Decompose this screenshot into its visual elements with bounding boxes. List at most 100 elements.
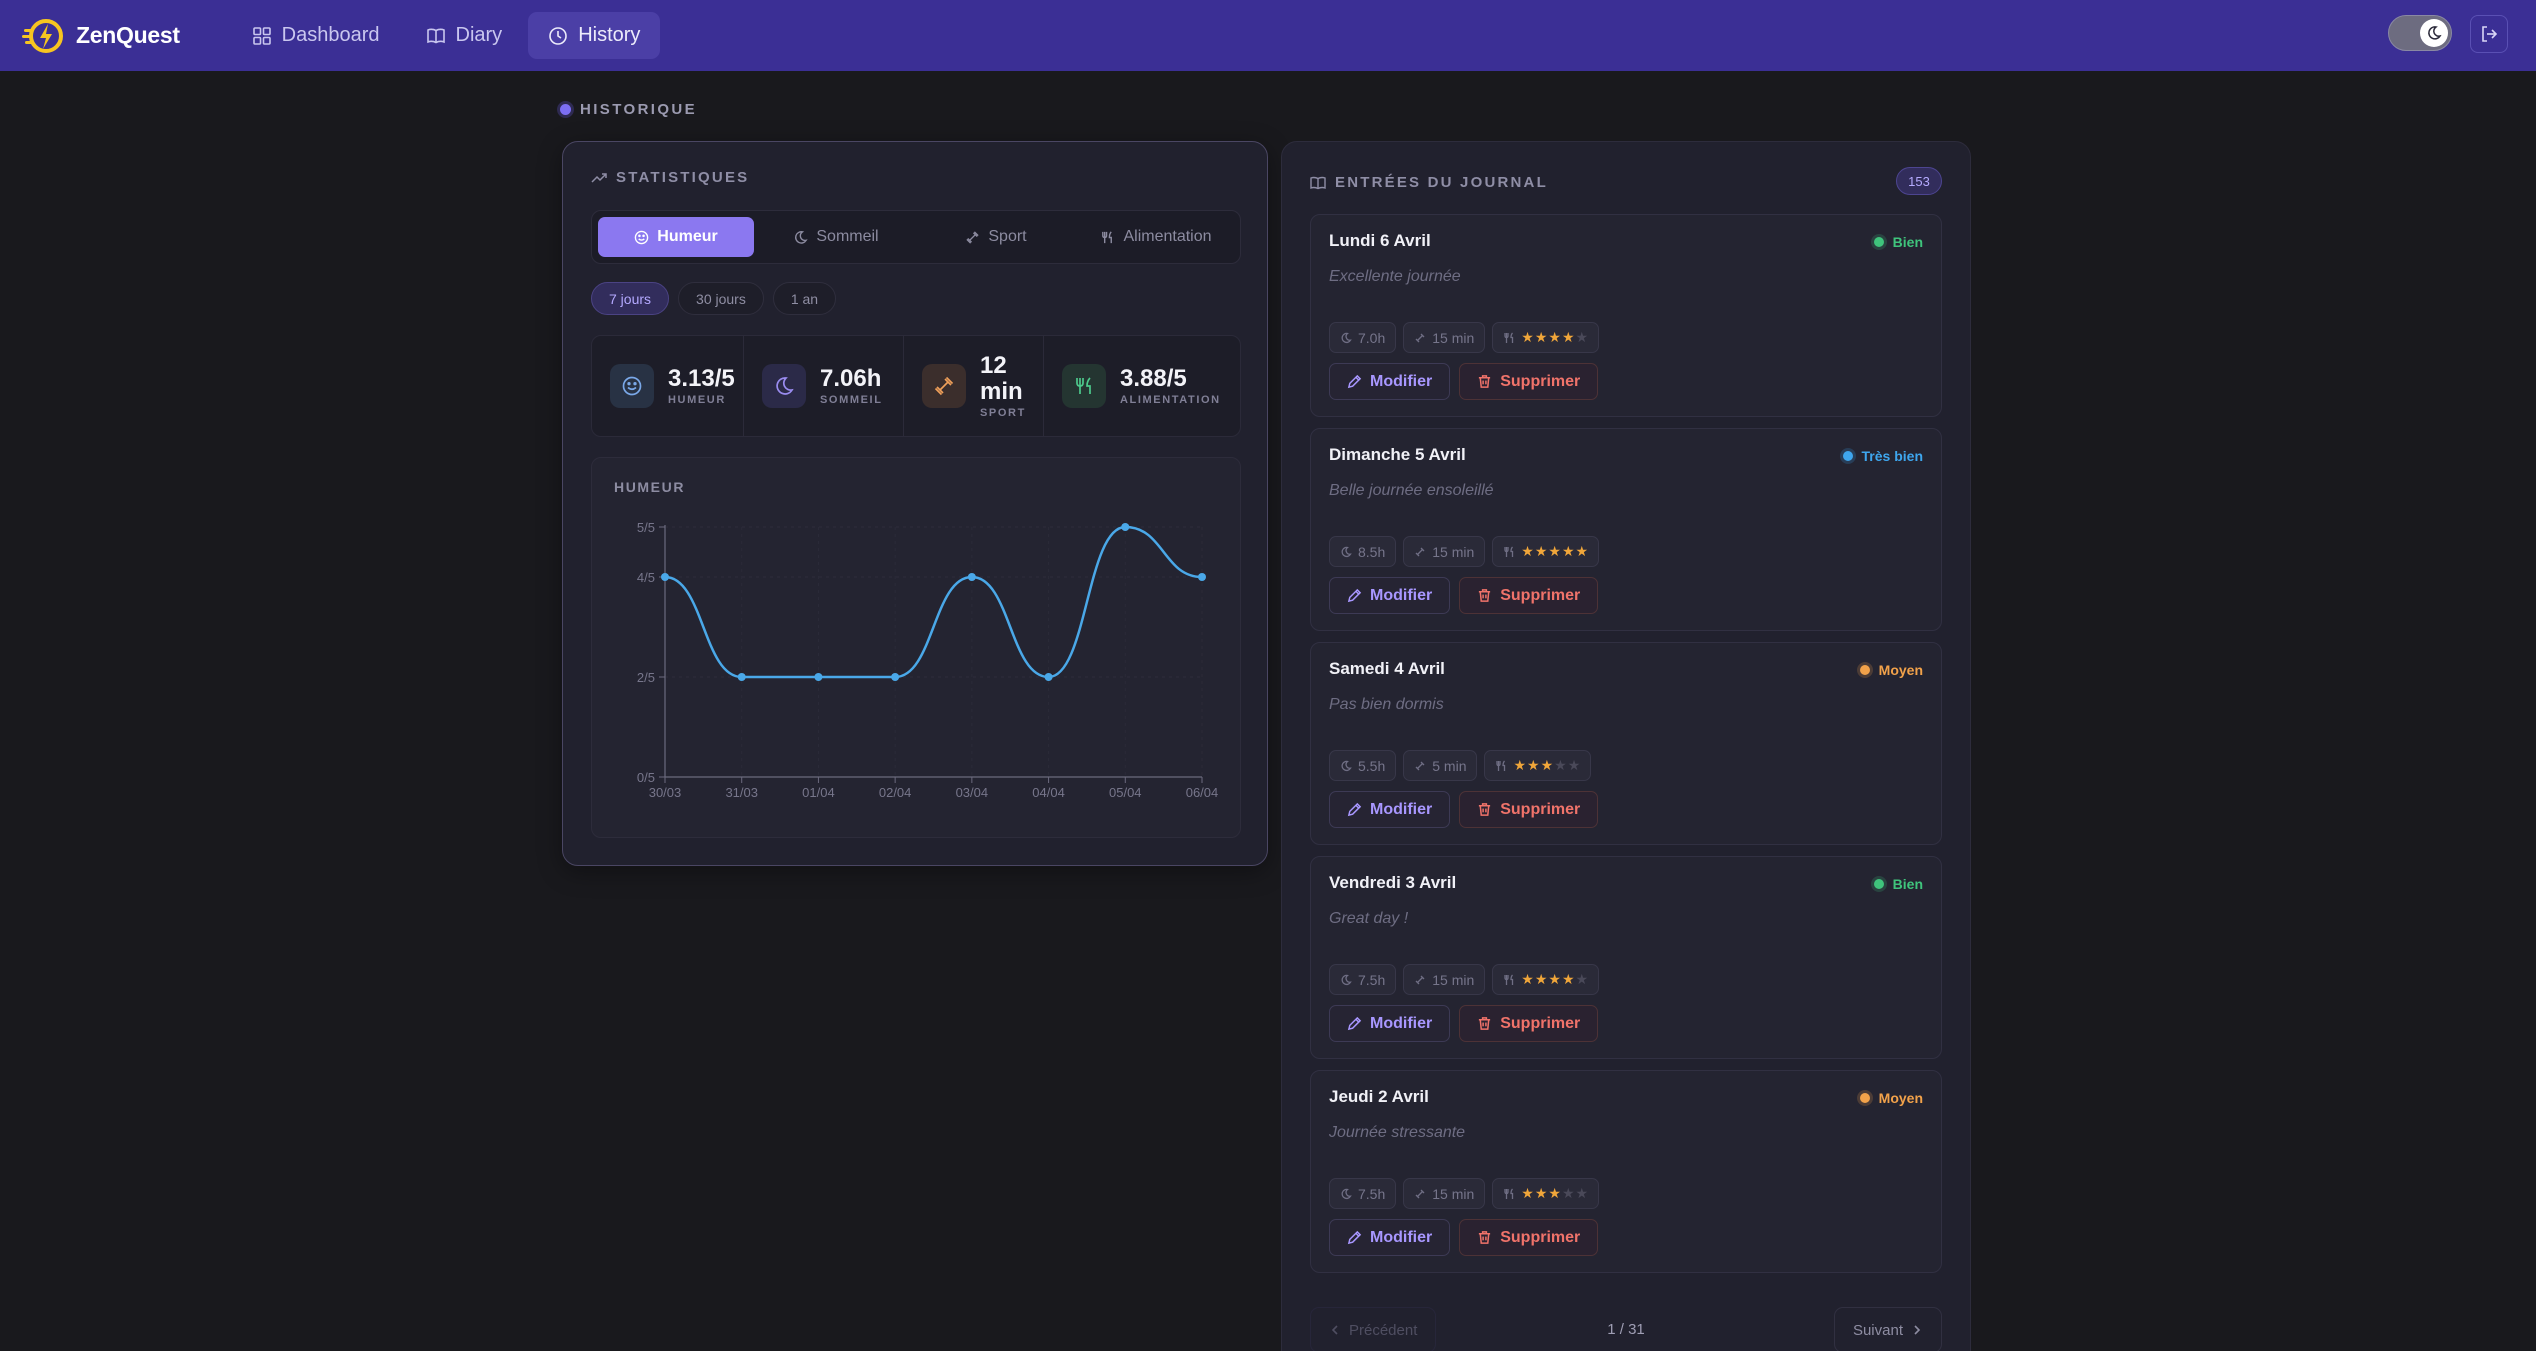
- mood-label: Moyen: [1878, 1090, 1923, 1106]
- y-tick-label: 0/5: [637, 770, 655, 785]
- star-icon: ★: [1575, 329, 1589, 345]
- moon-icon: [1341, 760, 1352, 771]
- star-icon: ★: [1521, 329, 1534, 345]
- moon-icon: [1341, 546, 1352, 557]
- tab-sommeil-label: Sommeil: [816, 228, 879, 245]
- utensils-icon: [1102, 230, 1113, 243]
- tab-sommeil[interactable]: Sommeil: [758, 217, 914, 257]
- edit-entry-button[interactable]: Modifier: [1329, 1005, 1451, 1042]
- section-label: HISTORIQUE: [560, 101, 697, 118]
- delete-label: Supprimer: [1500, 1014, 1581, 1032]
- x-tick-label: 04/04: [1032, 785, 1065, 800]
- edit-label: Modifier: [1370, 800, 1433, 818]
- previous-page-button[interactable]: Précédent: [1310, 1307, 1437, 1351]
- theme-toggle[interactable]: [2388, 15, 2452, 51]
- top-navbar: ZenQuest Dashboard Diary History: [0, 0, 2536, 71]
- mood-data-point: [1044, 673, 1053, 681]
- entry-date: Dimanche 5 Avril: [1329, 445, 1466, 464]
- moon-icon: [2428, 26, 2442, 40]
- entry-note: Belle journée ensoleillé: [1329, 482, 1494, 499]
- star-icon: ★: [1521, 971, 1534, 987]
- brand-name: ZenQuest: [76, 22, 180, 48]
- metric-alimentation-label: ALIMENTATION: [1120, 394, 1221, 407]
- edit-label: Modifier: [1370, 1228, 1433, 1246]
- mood-badge: Très bien: [1842, 448, 1923, 464]
- sleep-value: 7.0h: [1358, 329, 1386, 346]
- star-icon: ★: [1521, 1185, 1534, 1201]
- tab-alimentation[interactable]: Alimentation: [1078, 217, 1234, 257]
- star-icon: ★: [1534, 329, 1548, 345]
- entry-date: Jeudi 2 Avril: [1329, 1087, 1429, 1106]
- period-7-days[interactable]: 7 jours: [591, 282, 670, 315]
- edit-entry-button[interactable]: Modifier: [1329, 1219, 1451, 1256]
- mood-dot: [1842, 451, 1853, 461]
- mood-data-point: [891, 673, 900, 681]
- delete-entry-button[interactable]: Supprimer: [1459, 363, 1599, 400]
- food-rating-chip: ★ ★ ★ ★ ★: [1492, 536, 1600, 567]
- next-page-button[interactable]: Suivant: [1833, 1307, 1942, 1351]
- metric-humeur-label: HUMEUR: [668, 394, 726, 407]
- metric-sommeil-icon-box: [762, 364, 806, 408]
- main-nav: Dashboard Diary History: [232, 12, 661, 59]
- smile-icon: [622, 376, 642, 396]
- trash-icon: [1479, 803, 1491, 816]
- clock-icon: [549, 26, 567, 45]
- delete-entry-button[interactable]: Supprimer: [1459, 791, 1599, 828]
- next-page-label: Suivant: [1852, 1321, 1903, 1339]
- brand[interactable]: ZenQuest: [22, 15, 180, 57]
- delete-label: Supprimer: [1500, 800, 1581, 818]
- tab-humeur[interactable]: Humeur: [598, 217, 754, 257]
- moon-icon: [795, 230, 808, 244]
- sport-value: 15 min: [1432, 1185, 1475, 1202]
- sleep-chip: 5.5h: [1329, 750, 1397, 781]
- previous-page-label: Précédent: [1349, 1321, 1418, 1339]
- period-30-days[interactable]: 30 jours: [678, 282, 764, 315]
- entry-chips: 7.5h 15 min ★ ★ ★ ★ ★: [1329, 964, 1600, 995]
- mood-data-point: [1121, 523, 1130, 531]
- period-1-year[interactable]: 1 an: [772, 282, 837, 315]
- delete-entry-button[interactable]: Supprimer: [1459, 1219, 1599, 1256]
- journal-card: ENTRÉES DU JOURNAL 153 Lundi 6 Avril Bien…: [1281, 141, 1971, 1351]
- sleep-chip: 8.5h: [1329, 536, 1397, 567]
- journal-entry: Vendredi 3 Avril Bien Great day ! 7.5h 15 mi…: [1310, 856, 1942, 1059]
- tab-sport[interactable]: Sport: [918, 217, 1074, 257]
- star-icon: ★: [1513, 757, 1527, 773]
- nav-dashboard[interactable]: Dashboard: [232, 12, 400, 59]
- trending-up-icon: [591, 172, 607, 183]
- mood-badge: Bien: [1873, 876, 1923, 892]
- edit-entry-button[interactable]: Modifier: [1329, 791, 1451, 828]
- star-icon: ★: [1561, 1185, 1575, 1201]
- y-tick-label: 2/5: [637, 670, 655, 685]
- chevron-left-icon: [1331, 1325, 1338, 1335]
- food-stars: ★ ★ ★ ★ ★: [1521, 971, 1588, 988]
- delete-label: Supprimer: [1500, 372, 1581, 390]
- entry-actions: Modifier Supprimer: [1329, 363, 1599, 400]
- sleep-value: 7.5h: [1358, 971, 1386, 988]
- sport-chip: 15 min: [1403, 322, 1486, 353]
- mood-data-point: [1198, 573, 1206, 581]
- metric-humeur-value: 3.13/5: [668, 364, 735, 392]
- logout-button[interactable]: [2470, 15, 2508, 53]
- edit-entry-button[interactable]: Modifier: [1329, 363, 1451, 400]
- pencil-icon: [1347, 802, 1362, 817]
- x-tick-label: 01/04: [802, 785, 835, 800]
- journal-title: ENTRÉES DU JOURNAL: [1310, 174, 1548, 191]
- pencil-icon: [1347, 1230, 1362, 1245]
- star-icon: ★: [1575, 543, 1589, 559]
- edit-label: Modifier: [1370, 372, 1433, 390]
- delete-label: Supprimer: [1500, 586, 1581, 604]
- nav-history[interactable]: History: [528, 12, 661, 59]
- delete-entry-button[interactable]: Supprimer: [1459, 577, 1599, 614]
- entry-date: Vendredi 3 Avril: [1329, 873, 1457, 892]
- sleep-chip: 7.0h: [1329, 322, 1397, 353]
- nav-diary[interactable]: Diary: [406, 12, 523, 59]
- edit-entry-button[interactable]: Modifier: [1329, 577, 1451, 614]
- delete-label: Supprimer: [1500, 1228, 1581, 1246]
- star-icon: ★: [1534, 543, 1548, 559]
- delete-entry-button[interactable]: Supprimer: [1459, 1005, 1599, 1042]
- star-icon: ★: [1548, 543, 1561, 559]
- nav-history-label: History: [578, 24, 641, 46]
- mood-data-point: [737, 673, 746, 681]
- trash-icon: [1479, 589, 1491, 602]
- sport-value: 15 min: [1432, 543, 1475, 560]
